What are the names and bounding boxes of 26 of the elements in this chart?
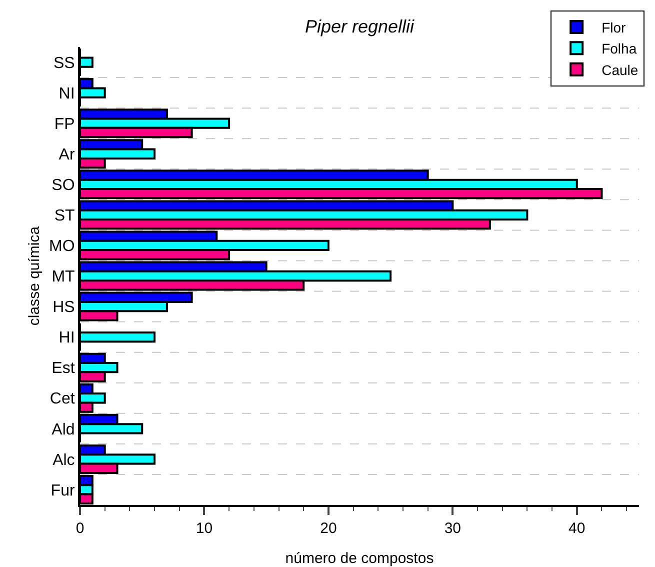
x-tick-label: 30 (444, 520, 462, 537)
legend-label: Folha (602, 40, 637, 57)
y-tick-label: HI (58, 330, 75, 347)
y-tick-label: Ar (58, 146, 76, 164)
x-tick-label: 10 (196, 520, 213, 537)
x-axis-title: número de compostos (285, 550, 434, 567)
y-tick-label: SO (52, 177, 75, 194)
legend-label: Caule (602, 62, 638, 78)
chart-title: Piper regnellii (304, 16, 416, 36)
y-tick-label: Cet (50, 390, 76, 408)
y-tick-label: Ald (52, 421, 75, 438)
y-axis-title: classe química (26, 226, 43, 326)
y-tick-label: MO (49, 238, 75, 256)
y-tick-label: Fur (50, 482, 76, 500)
y-tick-label: ST (54, 208, 76, 225)
x-tick-label: 0 (76, 520, 84, 537)
y-tick-label: HS (52, 299, 75, 316)
legend-label: Flor (602, 19, 626, 36)
y-tick-label: SS (53, 54, 75, 72)
x-tick-label: 40 (568, 520, 586, 537)
x-tick-label: 20 (320, 520, 337, 537)
y-tick-label: NI (58, 85, 75, 102)
y-tick-label: Alc (52, 452, 75, 469)
y-tick-label: FP (54, 116, 75, 133)
y-tick-label: MT (52, 268, 76, 286)
y-tick-label: Est (52, 360, 76, 378)
